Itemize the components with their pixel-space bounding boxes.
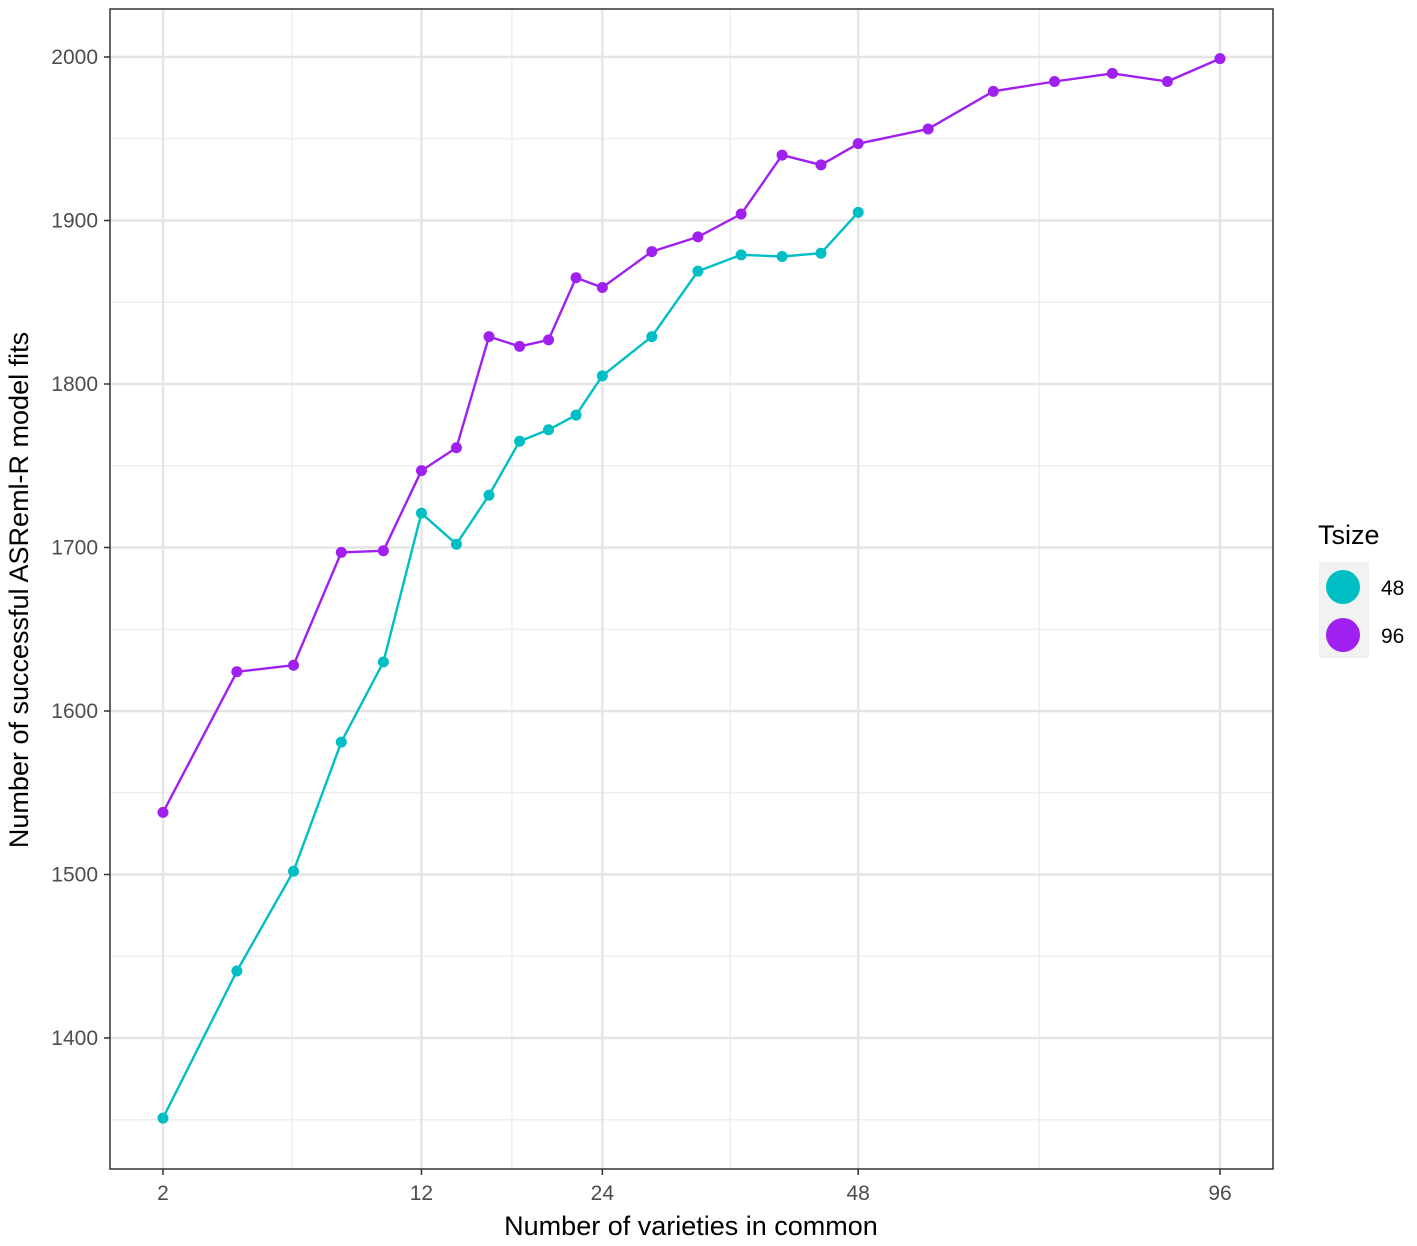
legend: Tsize 48 96	[1318, 520, 1404, 658]
data-point-96	[852, 138, 864, 150]
data-point-48	[450, 538, 462, 550]
data-point-96	[231, 666, 243, 678]
data-point-96	[1106, 67, 1118, 79]
y-axis-title: Number of successful ASReml-R model fits	[4, 332, 34, 848]
y-axis-ticks: 1400 1500 1600 1700 1800 1900 2000	[51, 46, 110, 1050]
data-point-48	[335, 736, 347, 748]
data-point-48	[514, 435, 526, 447]
data-point-96	[335, 546, 347, 558]
legend-label-48: 48	[1381, 577, 1404, 600]
data-point-48	[543, 424, 555, 436]
legend-dot-48	[1326, 570, 1360, 604]
data-point-48	[815, 247, 827, 259]
panel-background	[110, 9, 1273, 1169]
grid-major-x	[161, 9, 1222, 1169]
y-tick-label: 1500	[51, 864, 98, 887]
x-tick-label: 48	[847, 1182, 870, 1205]
legend-dot-96	[1326, 618, 1360, 652]
legend-title: Tsize	[1318, 520, 1380, 550]
series-96	[157, 53, 1226, 818]
series-line-96	[161, 57, 1221, 813]
data-point-96	[570, 272, 582, 284]
data-point-48	[735, 249, 747, 261]
data-point-48	[776, 250, 788, 262]
data-point-96	[483, 331, 495, 343]
series-line-48	[161, 211, 860, 1119]
grid-minor-y	[110, 138, 1273, 1121]
data-point-96	[776, 149, 788, 161]
data-point-96	[377, 545, 389, 557]
series-48	[157, 206, 864, 1124]
data-point-96	[735, 208, 747, 220]
data-point-96	[646, 246, 658, 258]
panel-border	[109, 8, 1274, 1170]
y-tick-label: 1600	[51, 700, 98, 723]
grid-minor-x	[291, 9, 1040, 1169]
data-point-96	[596, 282, 608, 294]
data-point-48	[157, 1112, 169, 1124]
y-tick-label: 1700	[51, 537, 98, 560]
grid-major-y	[110, 55, 1273, 1040]
data-point-48	[692, 265, 704, 277]
data-point-96	[157, 806, 169, 818]
data-point-48	[646, 331, 658, 343]
data-point-96	[1161, 76, 1173, 88]
data-point-48	[231, 965, 243, 977]
data-point-48	[288, 865, 300, 877]
data-point-48	[570, 409, 582, 421]
data-point-96	[514, 340, 526, 352]
y-tick-label: 1800	[51, 373, 98, 396]
y-tick-label: 1900	[51, 210, 98, 233]
legend-label-96: 96	[1381, 625, 1404, 648]
data-point-96	[1049, 76, 1061, 88]
series-layer	[157, 53, 1226, 1124]
x-axis-ticks: 2 12 24 48 96	[157, 1169, 1232, 1205]
x-tick-label: 24	[591, 1182, 615, 1205]
x-tick-label: 2	[157, 1182, 169, 1205]
data-point-96	[415, 465, 427, 477]
data-point-96	[288, 659, 300, 671]
data-point-48	[483, 489, 495, 501]
y-tick-label: 2000	[51, 46, 98, 69]
data-point-48	[415, 507, 427, 519]
data-point-96	[1214, 53, 1226, 65]
data-point-48	[377, 656, 389, 668]
data-point-96	[815, 159, 827, 171]
y-tick-label: 1400	[51, 1027, 98, 1050]
x-tick-label: 96	[1208, 1182, 1231, 1205]
data-point-48	[596, 370, 608, 382]
data-point-96	[543, 334, 555, 346]
data-point-48	[852, 206, 864, 218]
x-tick-label: 12	[410, 1182, 433, 1205]
data-point-96	[692, 231, 704, 243]
data-point-96	[987, 85, 999, 97]
data-point-96	[450, 442, 462, 454]
data-point-96	[922, 123, 934, 135]
x-axis-title: Number of varieties in common	[504, 1211, 878, 1241]
